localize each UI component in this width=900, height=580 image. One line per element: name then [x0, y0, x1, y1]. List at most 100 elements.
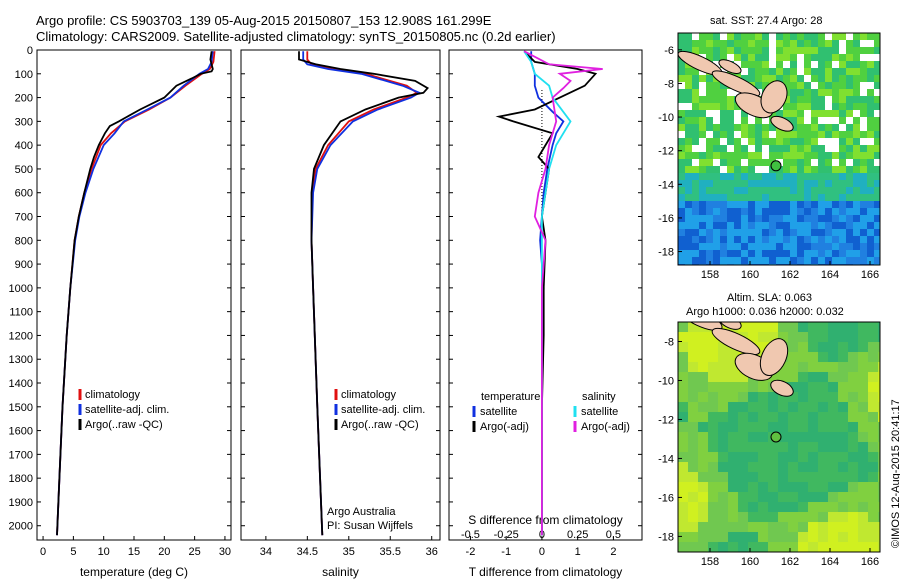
- map-cell: [688, 452, 698, 462]
- map-cell: [778, 502, 788, 512]
- map-cell: [698, 482, 708, 492]
- map-cell: [678, 145, 685, 152]
- map-cell: [706, 180, 713, 187]
- map-cell: [853, 236, 860, 243]
- map-cell: [828, 442, 838, 452]
- map-cell: [776, 257, 783, 264]
- map-cell: [698, 392, 708, 402]
- map-cell: [758, 492, 768, 502]
- map-cell: [688, 512, 698, 522]
- map-cell: [818, 352, 828, 362]
- map-cell: [846, 110, 853, 117]
- map-cell: [838, 372, 848, 382]
- map-y-tick-label: -18: [658, 247, 674, 259]
- y-tick-label: 2000: [9, 521, 33, 533]
- map-cell: [692, 208, 699, 215]
- map-cell: [685, 173, 692, 180]
- map-cell: [858, 532, 868, 542]
- map-cell: [853, 215, 860, 222]
- map-cell: [727, 208, 734, 215]
- map-cell: [825, 201, 832, 208]
- map-cell: [811, 166, 818, 173]
- map-cell: [832, 89, 839, 96]
- map-cell: [858, 442, 868, 452]
- map-cell: [853, 257, 860, 264]
- map-cell: [692, 40, 699, 47]
- map-cell: [718, 352, 728, 362]
- map-cell: [818, 322, 828, 332]
- map-cell: [790, 47, 797, 54]
- map-cell: [804, 159, 811, 166]
- map-cell: [828, 402, 838, 412]
- map-cell: [811, 194, 818, 201]
- map-cell: [846, 180, 853, 187]
- map-cell: [804, 187, 811, 194]
- map-cell: [727, 222, 734, 229]
- map-cell: [692, 96, 699, 103]
- x-tick-label: 2: [610, 546, 616, 558]
- map-cell: [769, 33, 776, 40]
- map-cell: [698, 462, 708, 472]
- map-cell: [685, 47, 692, 54]
- map-cell: [762, 145, 769, 152]
- map-cell: [838, 532, 848, 542]
- map-cell: [874, 75, 880, 82]
- map-cell: [678, 173, 685, 180]
- map-cell: [748, 402, 758, 412]
- map-cell: [825, 152, 832, 159]
- map-cell: [755, 82, 762, 89]
- map-cell: [868, 432, 878, 442]
- map-cell: [808, 482, 818, 492]
- map-cell: [769, 75, 776, 82]
- map-cell: [755, 166, 762, 173]
- map-cell: [868, 512, 878, 522]
- map-cell: [755, 159, 762, 166]
- map-cell: [825, 187, 832, 194]
- map-cell: [867, 201, 874, 208]
- map-cell: [688, 522, 698, 532]
- map-cell: [741, 229, 748, 236]
- map-cell: [706, 250, 713, 257]
- map-cell: [727, 194, 734, 201]
- map-cell: [874, 159, 880, 166]
- map-cell: [797, 208, 804, 215]
- map-cell: [783, 222, 790, 229]
- map-cell: [762, 54, 769, 61]
- map-cell: [804, 145, 811, 152]
- map-cell: [758, 502, 768, 512]
- map-cell: [762, 131, 769, 138]
- map-cell: [868, 502, 878, 512]
- map-cell: [776, 138, 783, 145]
- legend-label: satellite-adj. clim.: [341, 404, 425, 416]
- map-cell: [860, 215, 867, 222]
- map-cell: [748, 124, 755, 131]
- map-cell: [848, 472, 858, 482]
- map-cell: [818, 82, 825, 89]
- map-cell: [698, 532, 708, 542]
- map-cell: [734, 103, 741, 110]
- s-tick-label: -0.5: [461, 529, 480, 541]
- profile-title: Argo profile: CS 5903703_139 05-Aug-2015…: [36, 13, 492, 28]
- map-cell: [832, 54, 839, 61]
- map-cell: [804, 124, 811, 131]
- map-cell: [797, 110, 804, 117]
- island-shape: [770, 379, 794, 397]
- map-cell: [713, 166, 720, 173]
- map-cell: [797, 89, 804, 96]
- map-cell: [878, 342, 880, 352]
- map-cell: [768, 472, 778, 482]
- map-cell: [748, 131, 755, 138]
- map-cell: [713, 229, 720, 236]
- map-cell: [685, 236, 692, 243]
- map-cell: [769, 124, 776, 131]
- map-cell: [713, 236, 720, 243]
- map-cell: [734, 110, 741, 117]
- map-cell: [698, 362, 708, 372]
- map-cell: [688, 362, 698, 372]
- map-cell: [828, 352, 838, 362]
- map-cell: [692, 75, 699, 82]
- map-cell: [755, 117, 762, 124]
- map-cell: [797, 194, 804, 201]
- map-cell: [828, 532, 838, 542]
- map-cell: [788, 522, 798, 532]
